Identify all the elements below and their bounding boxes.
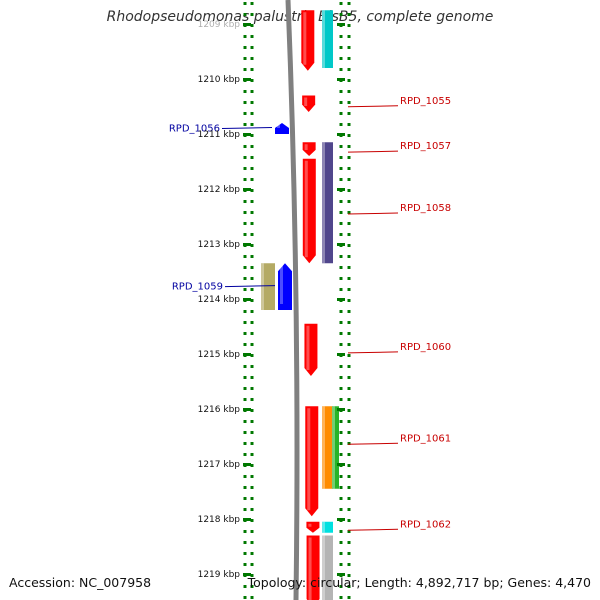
gene-arrow	[305, 406, 319, 517]
gene-label-line	[347, 351, 399, 354]
tick-label: 1217 kbp	[198, 460, 241, 470]
gene-highlight	[308, 523, 312, 527]
scale-ticks: 1209 kbp 1210 kbp 1211 kbp 1212 kbp 1213 kbp…	[198, 20, 345, 580]
gene-labels: RPD_1055 RPD_1057 RPD_1058 RPD_1060 RPD_1061…	[169, 96, 451, 531]
gene-label[interactable]: RPD_1060	[400, 342, 451, 353]
tick-label: 1215 kbp	[198, 350, 241, 360]
gene-label[interactable]: RPD_1058	[400, 203, 451, 214]
tick-mark-right	[337, 353, 345, 356]
gene-label[interactable]: RPD_1059	[172, 282, 223, 293]
topology-text: Topology: circular; Length: 4,892,717 bp…	[247, 575, 591, 590]
gene-arrow	[302, 142, 316, 156]
gene-label[interactable]: RPD_1062	[400, 519, 451, 530]
tick-mark-left	[243, 188, 251, 191]
gene-track	[275, 10, 320, 600]
gene-label-line	[347, 442, 399, 445]
feature-block	[322, 521, 333, 533]
tick-label: 1212 kbp	[198, 185, 241, 195]
feature-highlight	[322, 535, 325, 600]
gene-label-line	[347, 150, 399, 153]
gene-highlight	[280, 265, 283, 304]
gene-label-line	[347, 212, 399, 215]
gene-highlight	[303, 12, 307, 65]
gene-label-line	[347, 105, 399, 108]
gene-label-line	[347, 528, 399, 531]
gene-label[interactable]: RPD_1056	[169, 124, 220, 135]
gene-label[interactable]: RPD_1057	[400, 141, 451, 152]
tick-mark-right	[337, 243, 345, 246]
feature-highlight	[322, 521, 325, 533]
tick-label: 1210 kbp	[198, 75, 241, 85]
tick-mark-right	[337, 188, 345, 191]
tick-mark-left	[243, 518, 251, 521]
tick-label: 1214 kbp	[198, 295, 241, 305]
tick-label: 1216 kbp	[198, 405, 241, 415]
tick-mark-right	[337, 298, 345, 301]
gene-arrow	[302, 158, 316, 264]
tick-mark-left	[243, 78, 251, 81]
gene-arrow	[306, 521, 320, 533]
tick-mark-left	[243, 243, 251, 246]
feature-block	[261, 263, 275, 310]
gene-label-line	[221, 127, 273, 129]
gene-label[interactable]: RPD_1061	[400, 433, 451, 444]
feature-block	[332, 406, 339, 489]
gene-highlight	[304, 160, 308, 258]
feature-block	[322, 406, 333, 489]
tick-mark-right	[337, 518, 345, 521]
tick-label: 1213 kbp	[198, 240, 241, 250]
tick-mark-right	[337, 573, 345, 576]
tick-label: 1219 kbp	[198, 570, 241, 580]
gene-arrow	[301, 10, 315, 71]
tick-mark-left	[243, 463, 251, 466]
gene-highlight	[308, 537, 312, 600]
feature-highlight	[322, 406, 325, 489]
gene-arrow	[278, 263, 292, 310]
tick-mark-left	[243, 23, 251, 26]
gene-highlight	[306, 325, 310, 370]
tick-label: 1218 kbp	[198, 515, 241, 525]
tick-mark-right	[337, 408, 345, 411]
gene-highlight	[304, 97, 308, 106]
gene-arrow	[306, 535, 320, 600]
feature-highlight	[322, 10, 325, 68]
feature-highlight	[332, 406, 335, 489]
gene-highlight	[307, 408, 311, 511]
gene-label[interactable]: RPD_1055	[400, 96, 451, 107]
gene-highlight	[304, 144, 308, 150]
tick-mark-left	[243, 298, 251, 301]
tick-mark-right	[337, 23, 345, 26]
tick-mark-left	[243, 353, 251, 356]
feature-tracks	[261, 10, 339, 600]
feature-block	[322, 535, 333, 600]
tick-mark-left	[243, 133, 251, 136]
tick-mark-left	[243, 408, 251, 411]
feature-highlight	[261, 263, 264, 310]
gene-arrow	[302, 95, 316, 112]
gene-arrow	[275, 123, 289, 134]
tick-mark-right	[337, 133, 345, 136]
tick-mark-right	[337, 463, 345, 466]
accession-text: Accession: NC_007958	[9, 575, 152, 590]
tick-label: 1209 kbp	[198, 20, 241, 30]
tick-mark-left	[243, 573, 251, 576]
gene-label-line	[224, 285, 276, 288]
tick-mark-right	[337, 78, 345, 81]
map-title: Rhodopseudomonas palustris BisB5, comple…	[106, 9, 494, 25]
gene-arrow	[304, 323, 318, 376]
feature-block	[322, 142, 333, 264]
tick-label: 1211 kbp	[198, 130, 241, 140]
feature-highlight	[322, 142, 325, 264]
backbone	[285, 0, 300, 600]
backbone-curve	[285, 0, 300, 600]
gene-highlight	[277, 125, 280, 128]
feature-block	[322, 10, 333, 68]
